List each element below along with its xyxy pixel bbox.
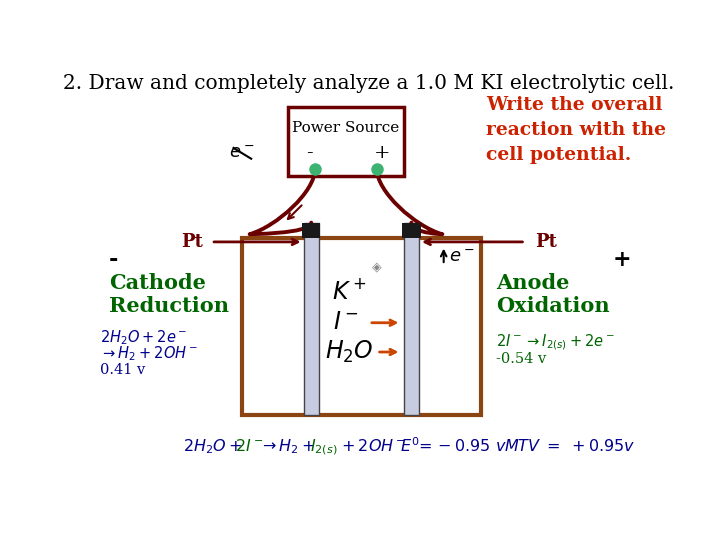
- Bar: [304, 222, 319, 415]
- Text: Write the overall
reaction with the
cell potential.: Write the overall reaction with the cell…: [486, 96, 666, 164]
- Text: Anode: Anode: [496, 273, 570, 293]
- Text: 0.41 v: 0.41 v: [99, 363, 145, 377]
- Text: Reduction: Reduction: [109, 296, 229, 316]
- Text: $K^+$: $K^+$: [333, 280, 367, 305]
- Text: 2. Draw and completely analyze a 1.0 M KI electrolytic cell.: 2. Draw and completely analyze a 1.0 M K…: [63, 74, 675, 93]
- Text: -0.54 v: -0.54 v: [496, 352, 546, 366]
- Text: $e^-$: $e^-$: [449, 248, 474, 266]
- Text: Oxidation: Oxidation: [496, 296, 610, 316]
- Text: $H_2O$: $H_2O$: [325, 339, 374, 365]
- Text: $MTV\ =\ +0.95v$: $MTV\ =\ +0.95v$: [504, 438, 635, 455]
- Text: $= -0.95\ v$: $= -0.95\ v$: [415, 438, 507, 455]
- Text: +: +: [374, 144, 390, 163]
- Text: $\ + 2OH^-$: $\ + 2OH^-$: [333, 438, 406, 455]
- Text: $2H_2O+2e^-$: $2H_2O+2e^-$: [99, 329, 186, 348]
- Text: +: +: [612, 248, 631, 271]
- Bar: [402, 222, 420, 238]
- Text: Pt: Pt: [535, 233, 557, 251]
- Text: $2H_2O+\ $: $2H_2O+\ $: [183, 437, 242, 456]
- Bar: [302, 222, 320, 238]
- Text: $2I^-$: $2I^-$: [235, 438, 264, 455]
- Text: $\ \rightarrow H_2+\ $: $\ \rightarrow H_2+\ $: [253, 437, 315, 456]
- Text: $\rightarrow H_2+ 2OH^-$: $\rightarrow H_2+ 2OH^-$: [99, 344, 198, 363]
- Text: $I^-$: $I^-$: [333, 311, 359, 334]
- Text: $e^-$: $e^-$: [229, 144, 255, 163]
- Bar: [288, 107, 404, 177]
- Text: ◈: ◈: [372, 261, 382, 274]
- Text: $I_{2(s)}$: $I_{2(s)}$: [310, 437, 337, 456]
- Bar: [242, 238, 481, 415]
- Text: Cathode: Cathode: [109, 273, 206, 293]
- Text: $E^0$: $E^0$: [400, 437, 419, 456]
- Text: -: -: [109, 248, 118, 271]
- Text: Power Source: Power Source: [292, 121, 400, 135]
- Text: $2I^- \rightarrow I_{2(s)} + 2e^-$: $2I^- \rightarrow I_{2(s)} + 2e^-$: [496, 332, 615, 352]
- Text: -: -: [307, 144, 313, 163]
- Text: Pt: Pt: [181, 233, 203, 251]
- Bar: [404, 222, 419, 415]
